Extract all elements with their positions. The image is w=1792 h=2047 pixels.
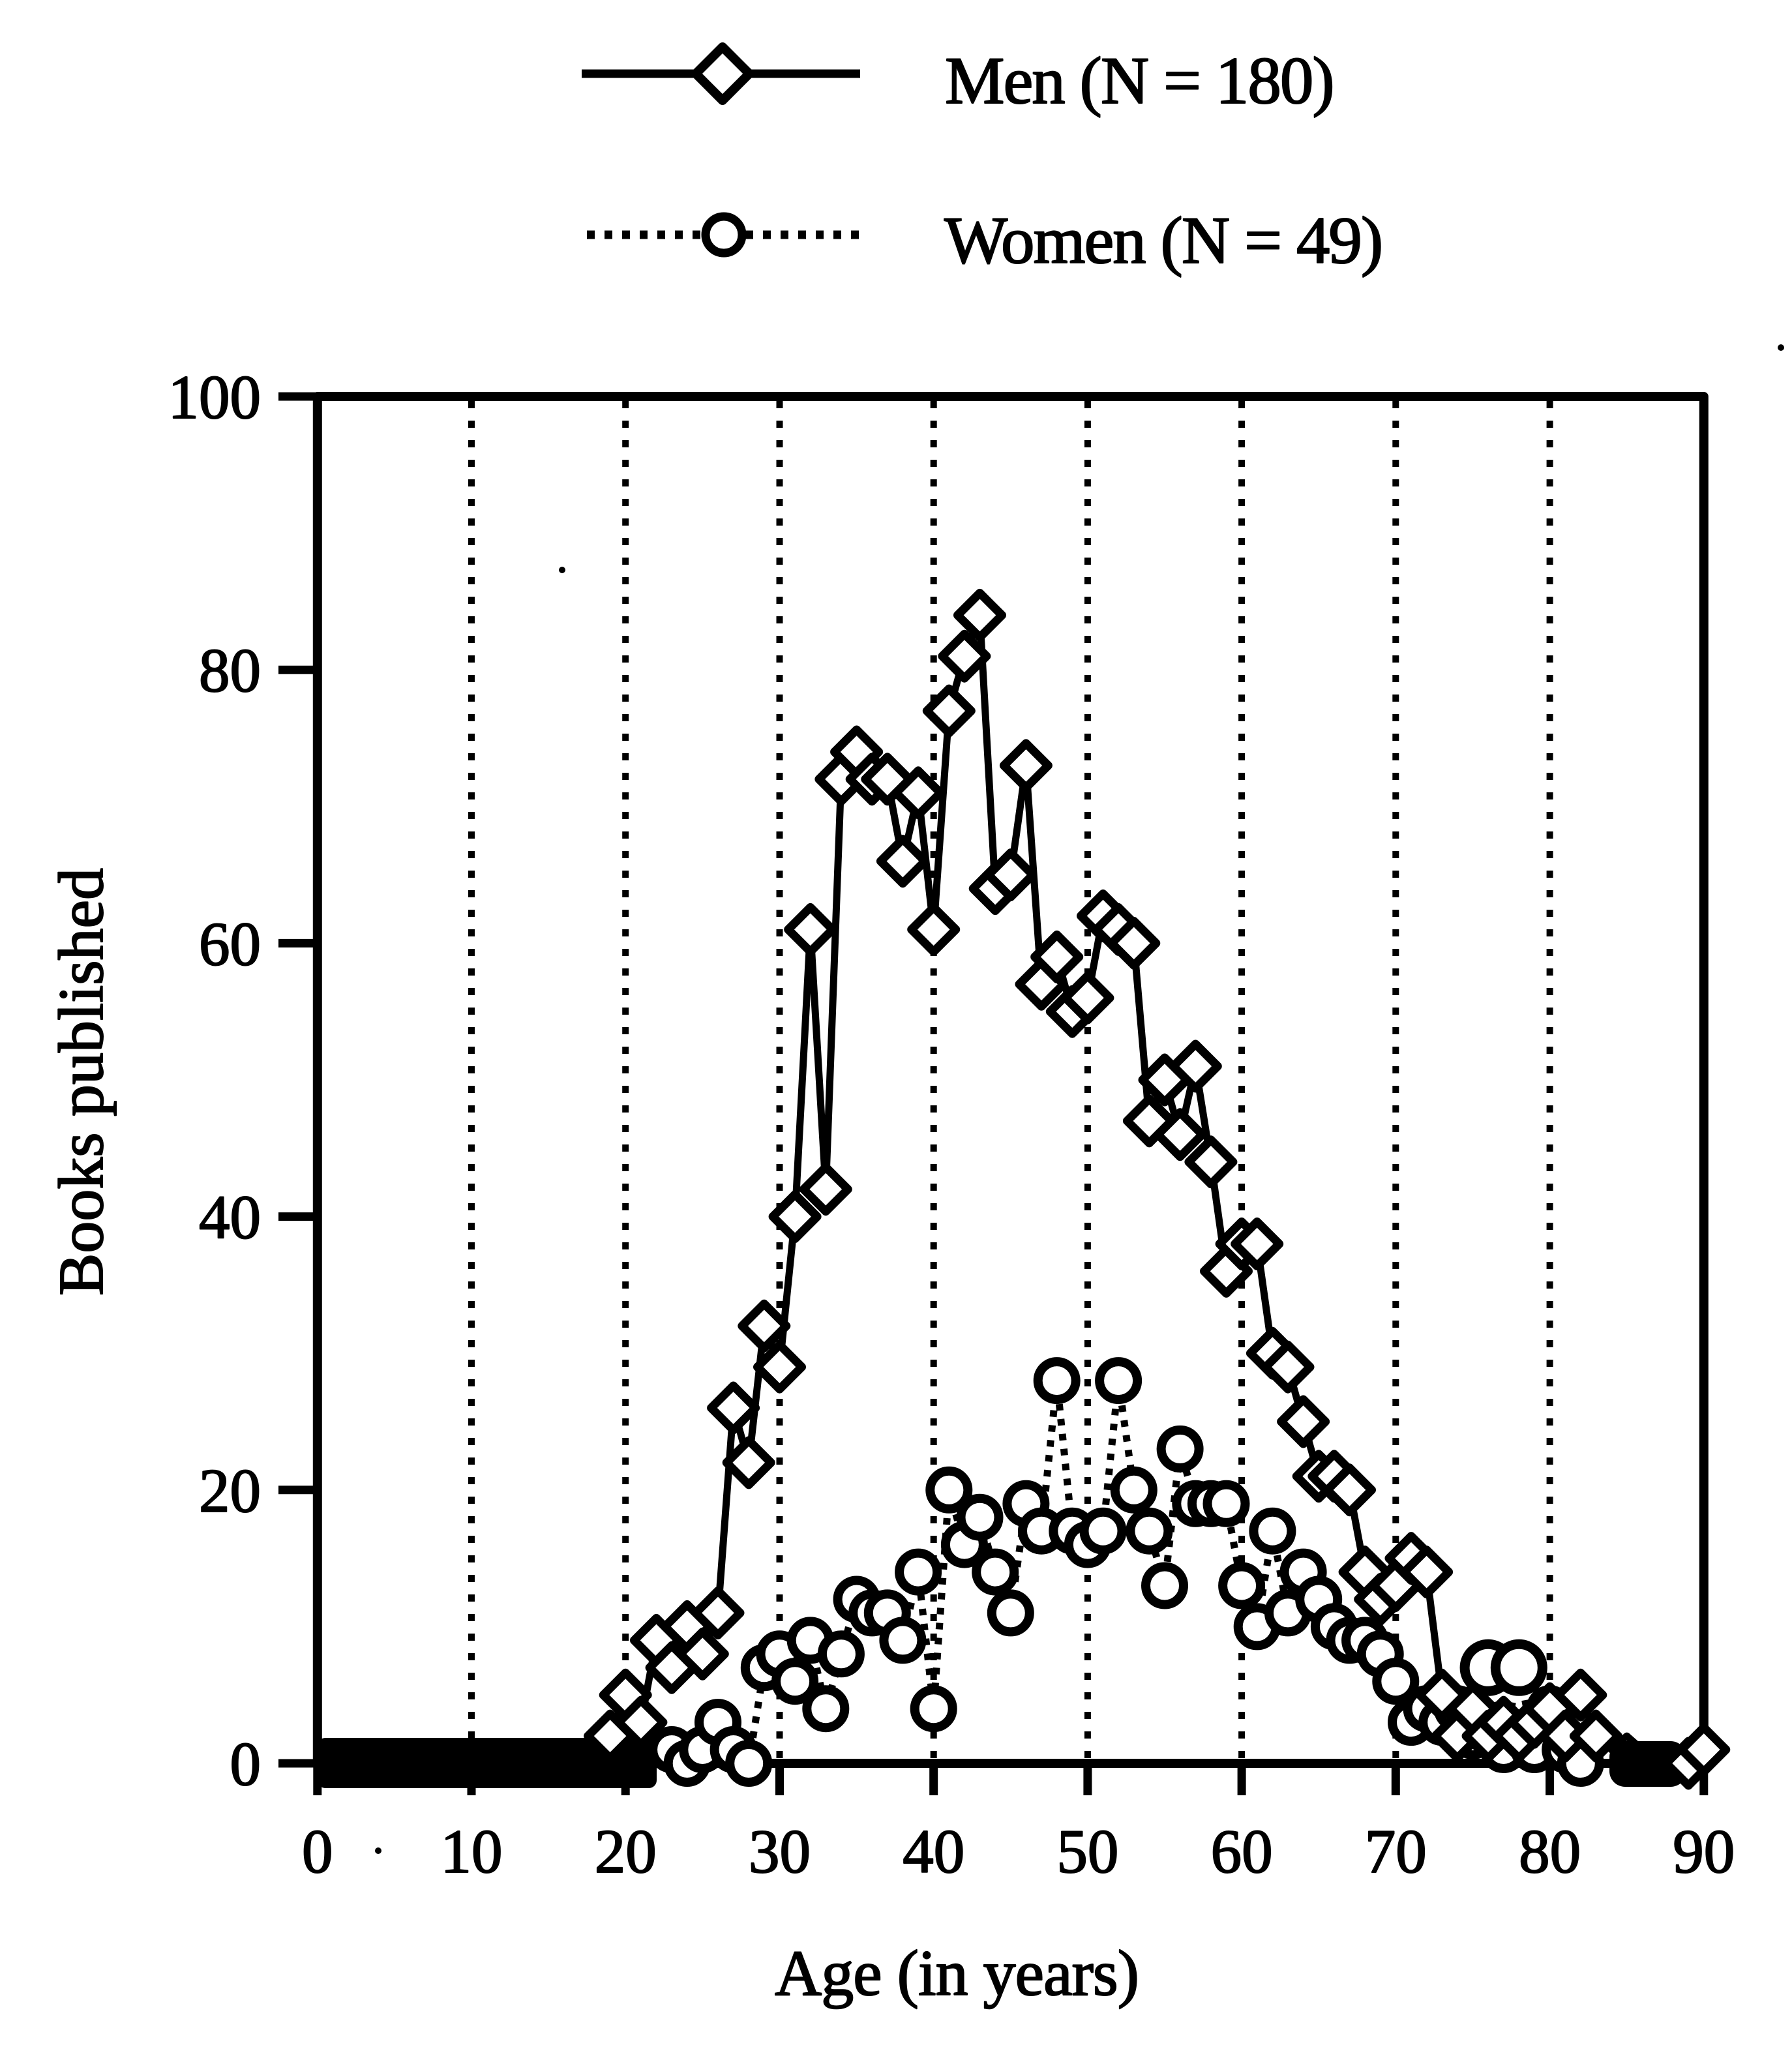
- svg-text:70: 70: [1365, 1817, 1427, 1886]
- svg-text:80: 80: [1519, 1817, 1581, 1886]
- svg-text:Books published: Books published: [46, 868, 117, 1296]
- svg-text:60: 60: [199, 909, 261, 978]
- svg-text:Women (N = 49): Women (N = 49): [944, 203, 1382, 278]
- svg-text:0: 0: [230, 1729, 261, 1799]
- svg-text:20: 20: [595, 1817, 657, 1886]
- svg-text:80: 80: [199, 636, 261, 705]
- svg-text:0: 0: [302, 1817, 333, 1886]
- svg-text:90: 90: [1673, 1817, 1735, 1886]
- svg-text:60: 60: [1211, 1817, 1273, 1886]
- svg-text:30: 30: [749, 1817, 811, 1886]
- svg-text:40: 40: [199, 1183, 261, 1252]
- svg-text:50: 50: [1056, 1817, 1118, 1886]
- svg-text:Men (N = 180): Men (N = 180): [945, 44, 1334, 118]
- svg-text:20: 20: [199, 1456, 261, 1525]
- svg-text:40: 40: [903, 1817, 964, 1886]
- svg-text:10: 10: [441, 1817, 503, 1886]
- svg-text:100: 100: [168, 363, 261, 432]
- svg-text:Age (in years): Age (in years): [775, 1937, 1139, 2009]
